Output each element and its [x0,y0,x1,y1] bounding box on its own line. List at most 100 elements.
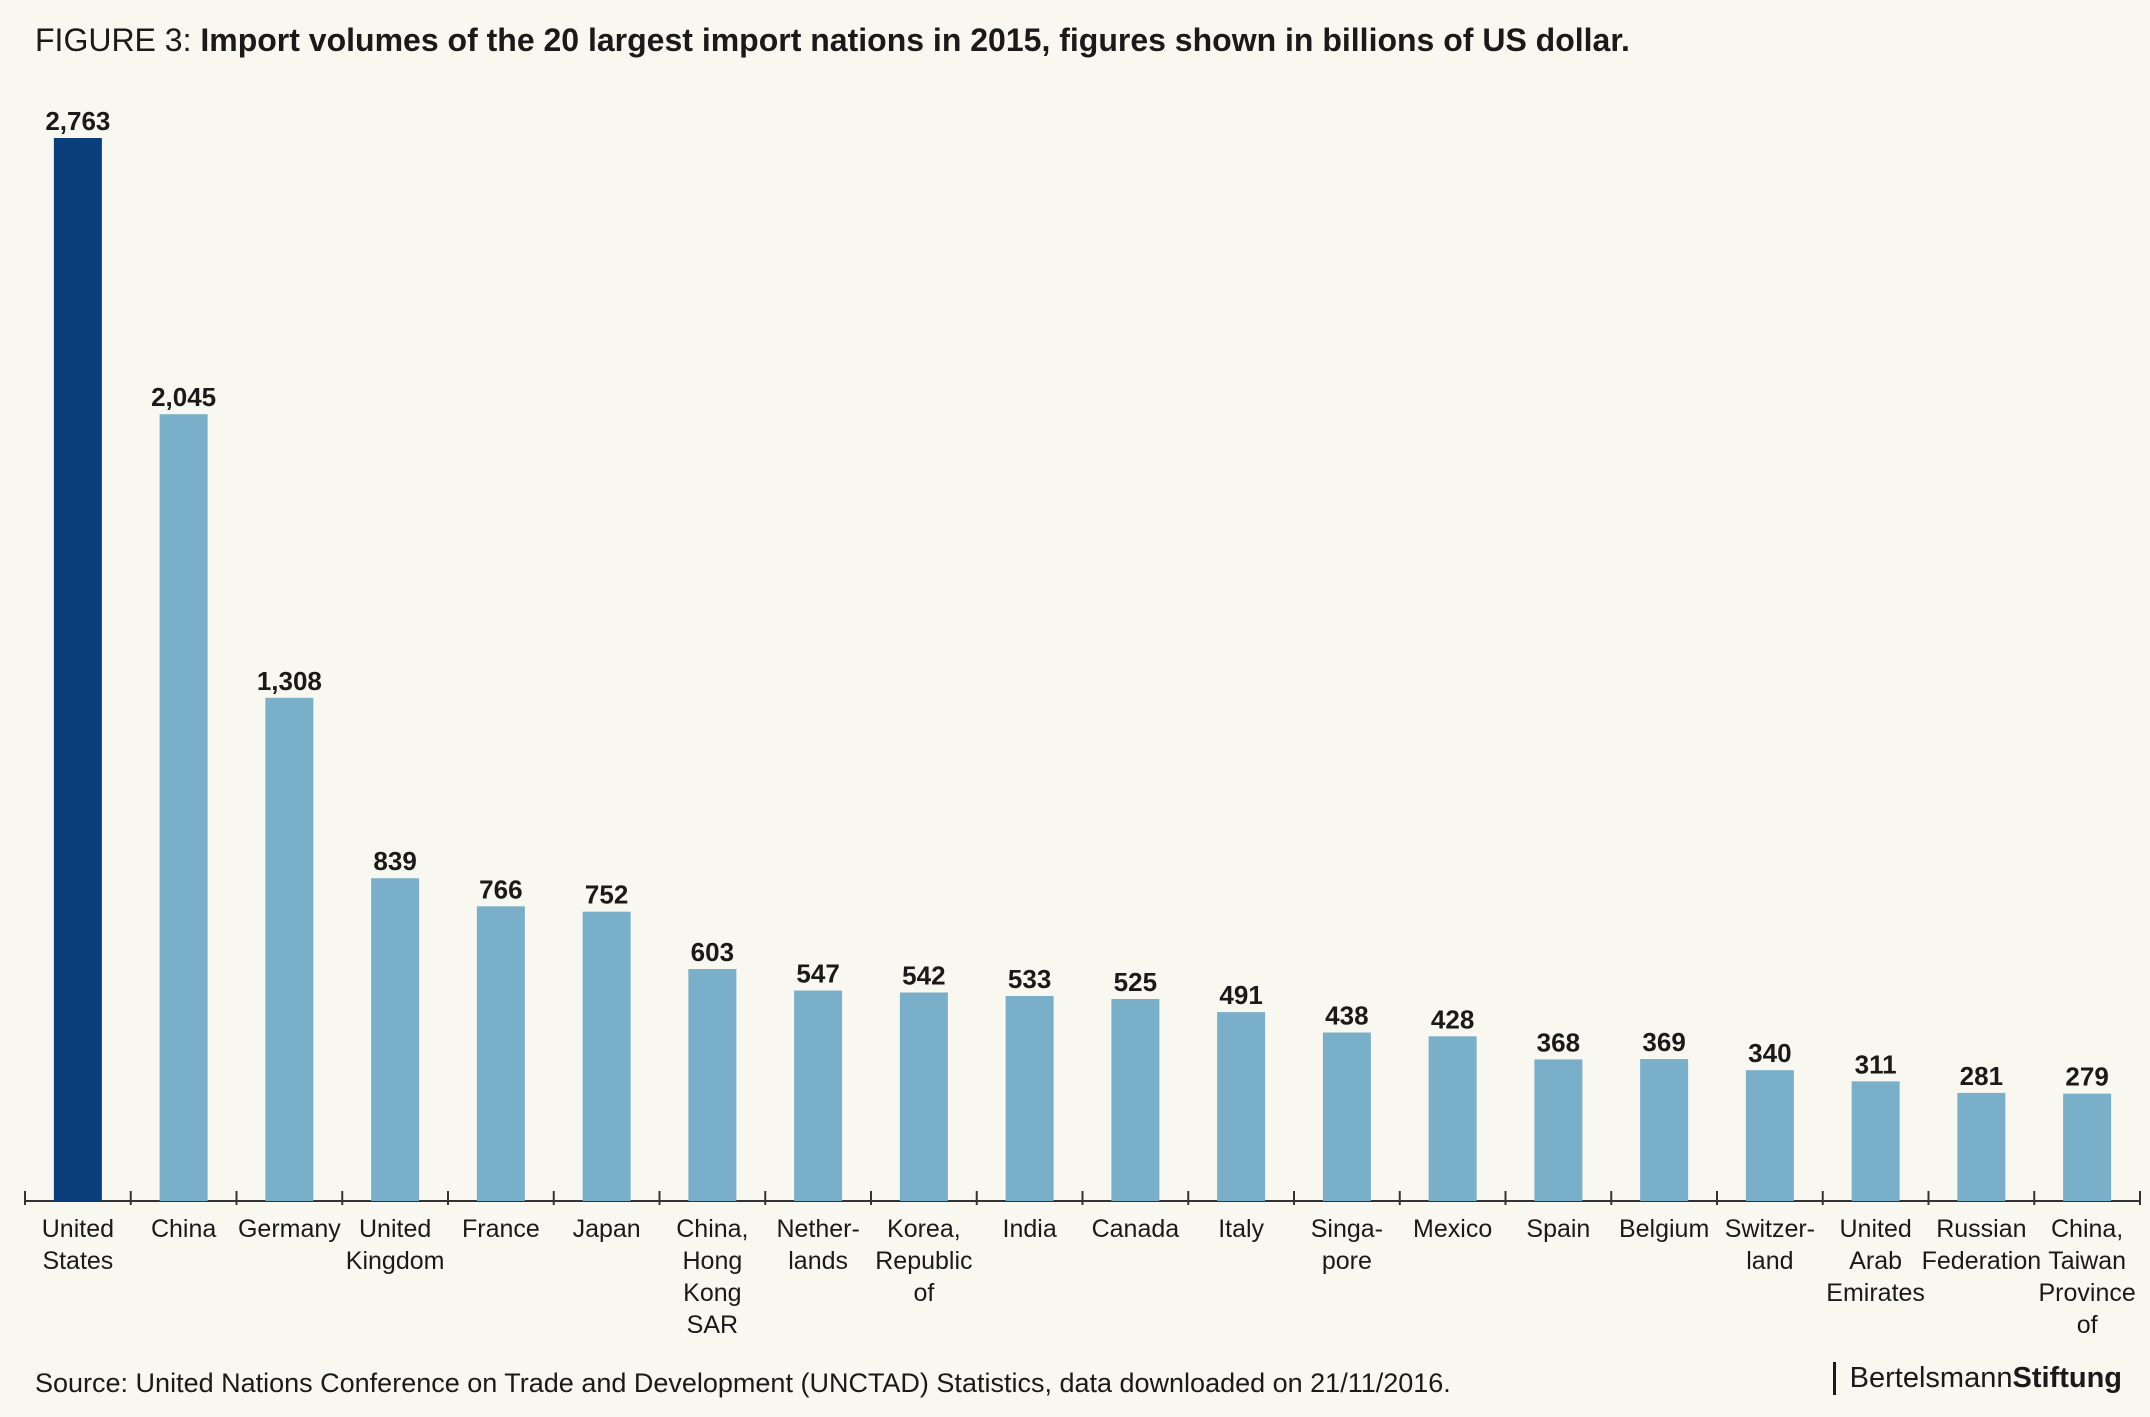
logo-part1: Bertelsmann [1849,1362,2013,1394]
bar [794,990,843,1201]
category-label-line: United [1839,1215,1911,1243]
bar-value-label: 547 [796,959,839,989]
category-label-line: Japan [573,1215,641,1243]
bar [1428,1036,1477,1201]
bar-value-label: 281 [1960,1061,2003,1091]
bar-value-label: 533 [1008,964,1051,994]
category-label: Korea, Republic of [875,1215,972,1307]
category-label-line: Hong [682,1247,742,1275]
category-label-line: Nether- [776,1215,859,1243]
bar-value-label: 839 [373,846,416,876]
category-label-line: Canada [1092,1215,1180,1243]
category-label: Italy [1218,1215,1264,1243]
bar-value-label: 311 [1855,1049,1897,1079]
category-label: China, Taiwan Province of [2038,1215,2135,1339]
bar [2063,1093,2112,1201]
category-label-line: of [2077,1311,2098,1339]
category-label-line: Mexico [1413,1215,1492,1243]
bar-value-label: 369 [1642,1027,1685,1057]
category-label-line: Kong [683,1279,741,1307]
category-label: Nether-lands [776,1215,859,1275]
category-label: France [462,1215,540,1243]
bar-value-label: 491 [1219,980,1262,1010]
category-label: Russian Federation [1922,1215,2042,1275]
bar [265,697,314,1201]
category-label-line: States [42,1247,113,1275]
bar [688,969,737,1201]
bar [582,911,631,1201]
category-label-line: France [462,1215,540,1243]
bar [1745,1070,1794,1201]
category-label-line: China [151,1215,216,1243]
bar [476,906,525,1201]
bar-value-label: 766 [479,874,522,904]
bar-value-label: 2,763 [45,106,110,136]
bar [159,414,208,1202]
bar-value-label: 279 [2065,1062,2108,1092]
category-label: Belgium [1619,1215,1709,1243]
title-main: Import volumes of the 20 largest import … [200,22,1630,58]
source-note: Source: United Nations Conference on Tra… [35,1368,1451,1398]
category-label-line: United [42,1215,114,1243]
category-label-line: lands [788,1247,848,1275]
bar-value-label: 525 [1114,967,1157,997]
title-prefix: FIGURE 3: [35,22,192,58]
category-label-line: Russian [1936,1215,2026,1243]
category-label: Canada [1092,1215,1180,1243]
category-label-line: Korea, [887,1215,961,1243]
category-label: United States [42,1215,114,1275]
bertelsmann-logo: BertelsmannStiftung [1832,1362,2122,1395]
category-label-line: land [1746,1247,1793,1275]
category-label: Spain [1526,1215,1590,1243]
category-label-line: of [913,1279,934,1307]
bar-value-label: 542 [902,960,945,990]
category-label: China, Hong Kong SAR [676,1215,748,1339]
category-label-line: Singa- [1311,1215,1383,1243]
category-label: United Kingdom [346,1215,445,1275]
bar [371,878,420,1201]
bar [1322,1032,1371,1201]
category-label-line: Republic [875,1247,972,1275]
category-label-line: Kingdom [346,1247,445,1275]
category-label-line: pore [1322,1247,1372,1275]
category-label-line: China, [676,1215,748,1243]
bar-value-label: 428 [1431,1004,1474,1034]
bar-value-label: 1,308 [257,666,322,696]
bar-value-label: 603 [691,937,734,967]
category-label-line: Spain [1526,1215,1590,1243]
category-label: India [1003,1215,1057,1243]
category-label: China [151,1215,216,1243]
category-label-line: Federation [1922,1247,2042,1275]
bar-value-label: 2,045 [151,382,216,412]
bar [1005,995,1054,1201]
bar-chart: 2,763 United States 2,045 China 1,308 Germany 8… [24,106,2141,1339]
category-label-line: United [359,1215,431,1243]
chart-title: FIGURE 3: Import volumes of the 20 large… [35,22,1630,59]
category-label: Singa-pore [1311,1215,1383,1275]
category-label: Mexico [1413,1215,1492,1243]
category-label-line: Arab [1849,1247,1902,1275]
category-label: Germany [238,1215,341,1243]
bar-value-label: 752 [585,880,628,910]
logo-part2: Stiftung [2012,1362,2122,1394]
bar [53,138,102,1201]
category-label-line: SAR [687,1311,738,1339]
category-label-line: Italy [1218,1215,1264,1243]
bar-value-label: 438 [1325,1000,1368,1030]
category-label: Japan [573,1215,641,1243]
bar [1534,1059,1583,1201]
bar [1851,1081,1900,1201]
category-label-line: Switzer- [1725,1215,1815,1243]
category-label: Switzer-land [1725,1215,1815,1275]
category-label-line: Taiwan [2048,1247,2126,1275]
category-label-line: Province [2038,1279,2135,1307]
category-label-line: Emirates [1826,1279,1925,1307]
bar-value-label: 368 [1537,1027,1580,1057]
category-label-line: India [1003,1215,1057,1243]
bar [1217,1012,1266,1201]
bar-value-label: 340 [1748,1038,1791,1068]
bar [1111,999,1160,1201]
category-label-line: China, [2051,1215,2123,1243]
category-label-line: Belgium [1619,1215,1709,1243]
category-label-line: Germany [238,1215,341,1243]
